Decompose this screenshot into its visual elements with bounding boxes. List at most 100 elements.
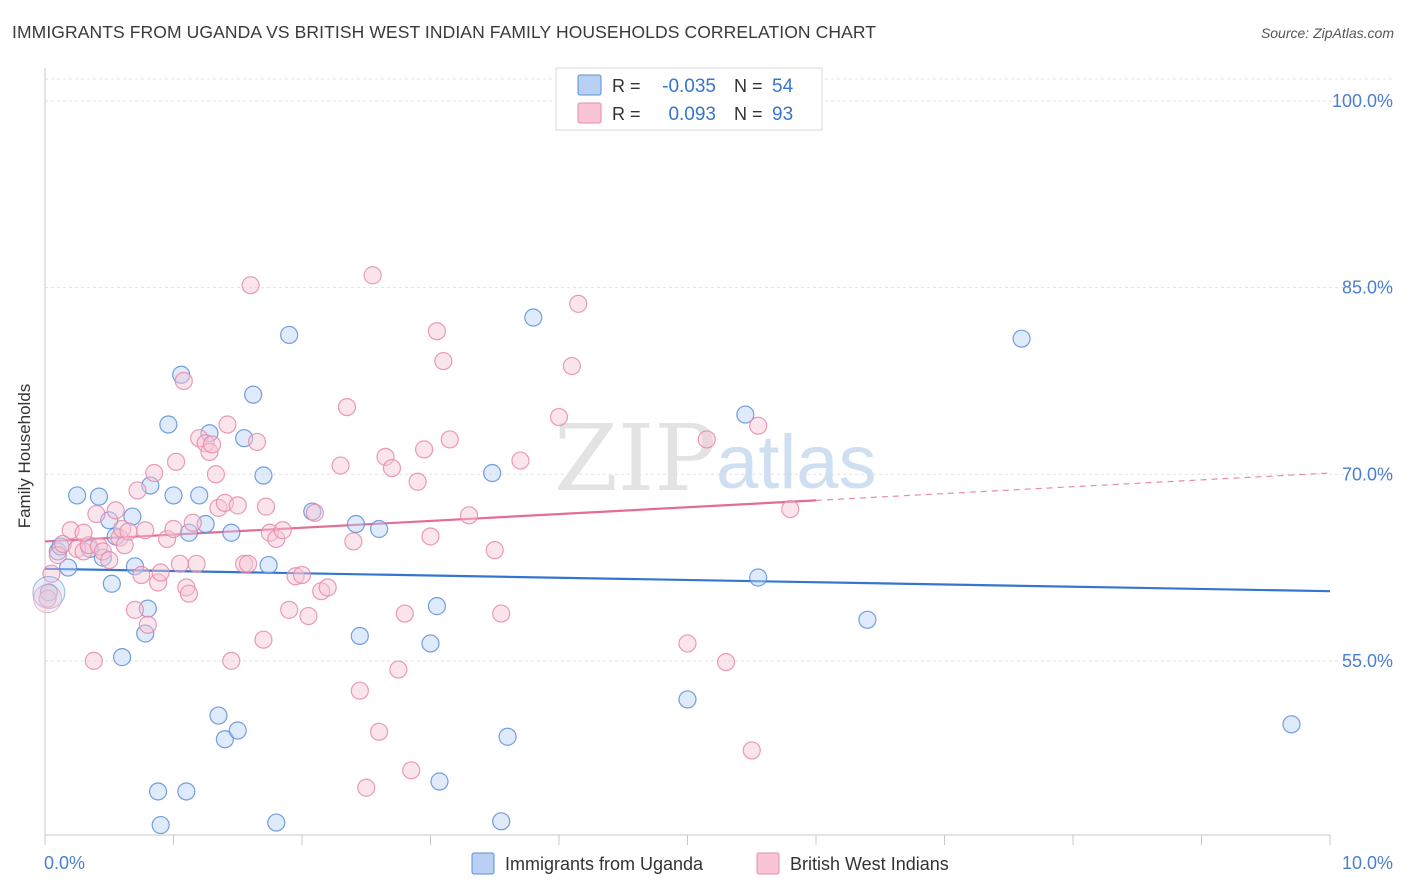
bwi-point-28: [166, 452, 186, 471]
bwi-point-53: [273, 521, 292, 540]
uganda-point-11: [112, 648, 132, 667]
bwi-point-54: [280, 600, 299, 619]
bwi-point-13: [106, 501, 125, 520]
bwi-point-82: [511, 451, 530, 470]
uganda-point-26: [209, 706, 228, 725]
bwi-point-37: [200, 442, 219, 461]
uganda-point-44: [492, 812, 511, 831]
bwi-point-29: [170, 554, 190, 573]
uganda-point-50: [858, 610, 877, 629]
legend-swatch-uganda: [471, 852, 495, 875]
axis-layer: 55.0% 70.0% 85.0% 100.0%: [44, 68, 1393, 845]
uganda-point-23: [190, 486, 209, 505]
uganda-point-6: [89, 487, 109, 506]
uganda-point-18: [159, 415, 178, 434]
x-tick-label-min: 0.0%: [44, 853, 85, 873]
bwi-point-84: [562, 356, 581, 376]
bwi-point-63: [344, 532, 363, 551]
bwi-point-85: [569, 294, 588, 313]
bwi-point-88: [716, 652, 736, 672]
bwi-point-30: [174, 371, 193, 391]
bwi-point-76: [427, 322, 447, 341]
bwi-point-57: [299, 606, 318, 626]
uganda-point-16: [148, 782, 168, 801]
bwi-point-86: [678, 634, 697, 653]
stats-n-value-uganda: 54: [772, 76, 794, 97]
bwi-point-80: [485, 541, 504, 560]
uganda-point-22: [179, 523, 199, 542]
uganda-point-35: [280, 325, 299, 345]
bwi-point-17: [119, 522, 138, 541]
stats-n-label-bwi: N =: [734, 104, 763, 124]
bwi-point-89: [742, 741, 761, 760]
bwi-point-46: [238, 554, 258, 573]
bwi-point-43: [222, 651, 241, 670]
bwi-point-25: [151, 563, 170, 582]
stats-swatch-bwi: [577, 102, 602, 124]
grid-layer: [45, 78, 1393, 662]
uganda-point-45: [498, 727, 517, 746]
stats-n-label-uganda: N =: [734, 76, 763, 96]
bwi-point-50: [256, 497, 276, 516]
bwi-point-16: [115, 536, 134, 555]
bwi-point-92: [74, 523, 93, 542]
bwi-point-91: [781, 499, 800, 519]
uganda-point-19: [164, 486, 183, 505]
uganda-point-52: [1282, 715, 1301, 734]
bwi-point-64: [350, 681, 369, 700]
bwi-point-55: [286, 567, 305, 586]
bwi-point-26: [157, 529, 177, 549]
watermark-zip: ZIP: [554, 405, 716, 512]
bwi-point-33: [183, 513, 202, 532]
bwi-point-44: [228, 496, 247, 515]
legend-label-uganda: Immigrants from Uganda: [505, 854, 704, 874]
bwi-point-18: [125, 600, 145, 619]
uganda-point-0: [39, 583, 58, 602]
uganda-trend-line: [44, 567, 1331, 593]
x-tick-label-max: 10.0%: [1342, 853, 1393, 873]
points-layer: [32, 266, 1301, 835]
bwi-point-23: [145, 463, 164, 483]
series-legend: Immigrants from Uganda British West Indi…: [471, 852, 949, 875]
bwi-point-2: [48, 546, 67, 565]
bwi-point-58: [305, 503, 324, 522]
bwi-point-77: [434, 351, 453, 371]
uganda-point-34: [267, 813, 286, 832]
uganda-point-21: [177, 782, 196, 801]
uganda-cluster-point: [32, 575, 66, 609]
uganda-point-46: [524, 308, 543, 327]
bwi-point-87: [697, 430, 716, 449]
bwi-point-20: [132, 565, 151, 585]
bwi-point-38: [202, 435, 222, 454]
bwi-point-90: [749, 416, 768, 435]
bwi-point-62: [337, 397, 357, 417]
bwi-cluster-point: [33, 584, 63, 614]
bwi-point-70: [389, 660, 408, 679]
uganda-point-51: [1012, 329, 1031, 348]
uganda-point-31: [244, 385, 263, 404]
legend-swatch-bwi: [756, 852, 780, 875]
bwi-point-78: [440, 430, 459, 449]
bwi-point-65: [357, 778, 376, 797]
bwi-trend-extension: [815, 472, 1331, 501]
stats-r-label-uganda: R =: [612, 76, 641, 96]
uganda-point-17: [151, 815, 170, 835]
bwi-point-66: [363, 266, 382, 285]
bwi-point-49: [254, 630, 273, 649]
bwi-point-42: [218, 415, 237, 434]
chart-title: IMMIGRANTS FROM UGANDA VS BRITISH WEST I…: [12, 22, 877, 42]
uganda-point-42: [430, 772, 449, 791]
bwi-point-73: [408, 472, 427, 491]
bwi-point-56: [292, 565, 312, 585]
stats-n-value-bwi: 93: [772, 104, 793, 125]
bwi-point-12: [100, 550, 119, 570]
legend-label-bwi: British West Indians: [790, 854, 949, 874]
bwi-point-9: [87, 504, 106, 524]
uganda-point-25: [200, 424, 219, 443]
trend-layer: [44, 472, 1331, 593]
bwi-point-32: [179, 584, 199, 603]
bwi-point-75: [421, 527, 440, 546]
bwi-point-68: [376, 447, 395, 466]
bwi-point-45: [235, 554, 254, 573]
